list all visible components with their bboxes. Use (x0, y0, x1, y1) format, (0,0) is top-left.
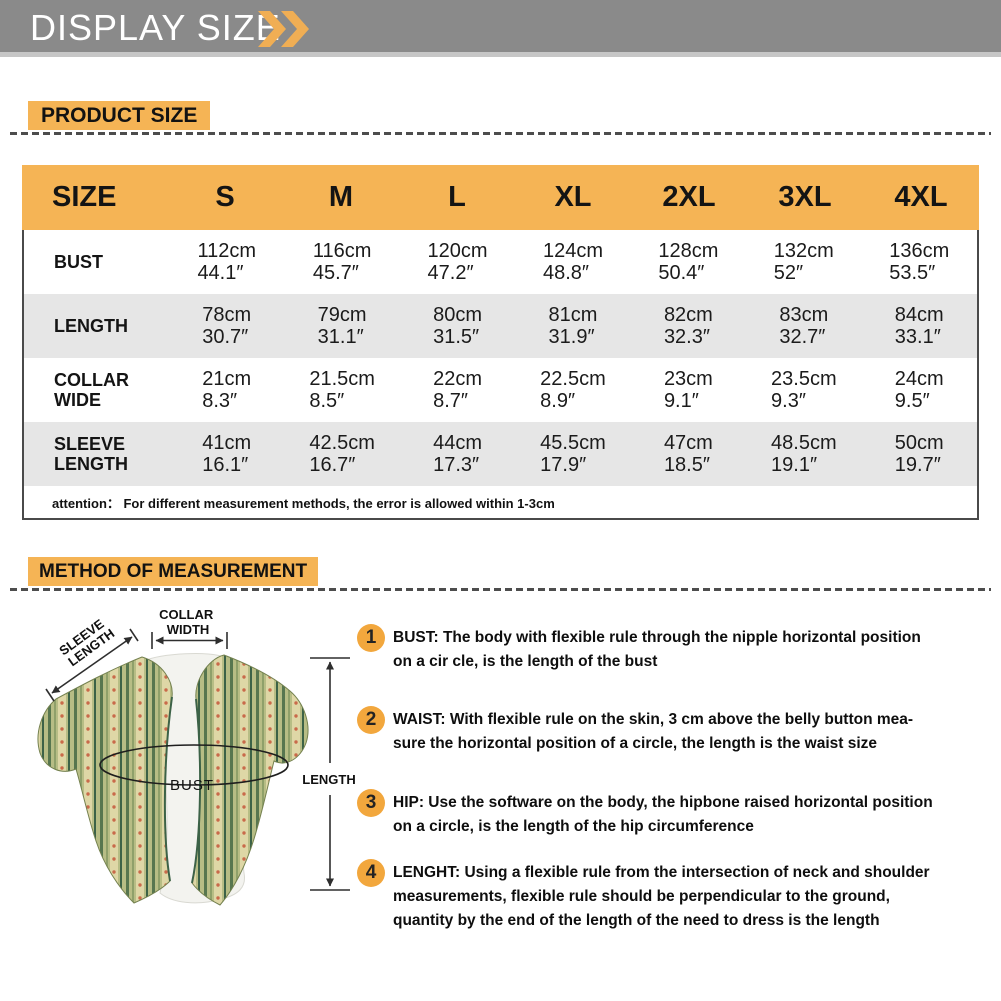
size-column-header-2xl: 2XL (662, 181, 716, 213)
method-of-measurement-label: METHOD OF MEASUREMENT (28, 557, 319, 586)
size-column-header-3xl: 3XL (778, 181, 832, 213)
size-column-header-l: L (448, 181, 466, 213)
size-cell: 79cm 31.1″ (317, 304, 367, 348)
size-cell: 116cm 45.7″ (312, 240, 372, 284)
size-column-header-xl: XL (554, 181, 592, 213)
garment-right-panel (191, 654, 309, 906)
size-table-body: BUST 112cm 44.1″ 116cm 45.7″ 120cm 47.2″ 124cm 4… (22, 230, 979, 520)
number-badge: 1 (357, 624, 385, 652)
number-badge: 3 (357, 789, 385, 817)
product-size-label: PRODUCT SIZE (28, 101, 211, 130)
size-cell: 112cm 44.1″ (197, 240, 256, 284)
size-cell: 41cm 16.1″ (202, 432, 252, 476)
table-row: BUST 112cm 44.1″ 116cm 45.7″ 120cm 47.2″ 124cm 4… (24, 230, 977, 294)
dashed-divider (10, 588, 991, 591)
banner-title: DISPLAY SIZE (30, 7, 281, 48)
sleeve-length-annotation: SLEEVE LENGTH (56, 614, 117, 670)
size-table: SIZE S M L XL 2XL 3XL 4XL BUST 112cm 44.1″ 116cm 45… (22, 165, 979, 520)
size-cell: 80cm 31.5″ (433, 304, 482, 348)
size-cell: 82cm 32.3″ (663, 304, 713, 348)
table-row: LENGTH 78cm 30.7″ 79cm 31.1″ 80cm 31.5″ 81cm 31.… (24, 294, 977, 358)
method-item: 1 BUST: The body with flexible rule throu… (357, 624, 921, 674)
size-cell: 21cm 8.3″ (202, 368, 252, 412)
size-cell: 44cm 17.3″ (433, 432, 482, 476)
method-item: 4 LENGHT: Using a flexible rule from the … (357, 859, 930, 933)
garment-left-panel (37, 656, 173, 904)
method-item-text: HIP: Use the software on the body, the h… (393, 794, 933, 835)
method-item: 2 WAIST: With flexible rule on the skin, … (357, 706, 913, 756)
size-table-header: SIZE S M L XL 2XL 3XL 4XL (22, 165, 979, 230)
size-cell: 83cm 32.7″ (779, 304, 829, 348)
display-size-banner: DISPLAY SIZE (0, 0, 1001, 57)
length-annotation: LENGTH (302, 772, 355, 787)
size-cell: 78cm 30.7″ (202, 304, 252, 348)
row-label: SLEEVE LENGTH (54, 434, 128, 474)
size-cell: 81cm 31.9″ (548, 304, 598, 348)
method-item-text: BUST: The body with flexible rule throug… (393, 629, 921, 670)
size-cell: 24cm 9.5″ (894, 368, 944, 412)
table-row: COLLAR WIDE 21cm 8.3″ 21.5cm 8.5″ 22cm 8.7″ 22.5… (24, 358, 977, 422)
bust-ellipse (99, 744, 289, 786)
method-item: 3 HIP: Use the software on the body, the … (357, 789, 933, 839)
number-badge: 4 (357, 859, 385, 887)
size-cell: 128cm 50.4″ (658, 240, 719, 284)
size-cell: 23cm 9.1″ (663, 368, 713, 412)
size-cell: 84cm 33.1″ (894, 304, 944, 348)
method-item-text: WAIST: With flexible rule on the skin, 3… (393, 711, 914, 752)
method-item-text: LENGHT: Using a flexible rule from the i… (393, 864, 930, 929)
number-badge: 2 (357, 706, 385, 734)
size-cell: 136cm 53.5″ (889, 240, 950, 284)
table-row: SLEEVE LENGTH 41cm 16.1″ 42.5cm 16.7″ 44cm 17.3… (24, 422, 977, 486)
row-label: LENGTH (54, 316, 128, 336)
size-cell: 22.5cm 8.9″ (540, 368, 606, 412)
garment-measurement-diagram: COLLAR WIDTH SLEEVE LENGTH BUST LENGTH (37, 607, 356, 906)
attention-note: attention： For different measurement met… (24, 486, 977, 518)
size-cell: 124cm 48.8″ (542, 240, 603, 284)
size-column-header-s: S (215, 181, 235, 213)
size-column-header-m: M (328, 181, 354, 213)
size-cell: 21.5cm 8.5″ (309, 368, 375, 412)
double-chevron-right-icon (258, 11, 309, 47)
size-cell: 22cm 8.7″ (433, 368, 482, 412)
size-column-header: SIZE (52, 181, 117, 213)
size-cell: 48.5cm 19.1″ (771, 432, 837, 476)
size-cell: 45.5cm 17.9″ (540, 432, 606, 476)
bust-annotation: BUST (170, 777, 214, 794)
collar-width-annotation: COLLAR WIDTH (159, 607, 217, 637)
size-column-header-4xl: 4XL (894, 181, 948, 213)
size-cell: 47cm 18.5″ (663, 432, 713, 476)
row-label: COLLAR WIDE (54, 370, 129, 410)
size-cell: 42.5cm 16.7″ (309, 432, 375, 476)
dashed-divider (10, 132, 991, 135)
row-label: BUST (54, 252, 103, 272)
size-cell: 132cm 52″ (773, 240, 834, 284)
size-cell: 50cm 19.7″ (894, 432, 944, 476)
size-cell: 120cm 47.2″ (427, 240, 488, 284)
size-cell: 23.5cm 9.3″ (771, 368, 837, 412)
